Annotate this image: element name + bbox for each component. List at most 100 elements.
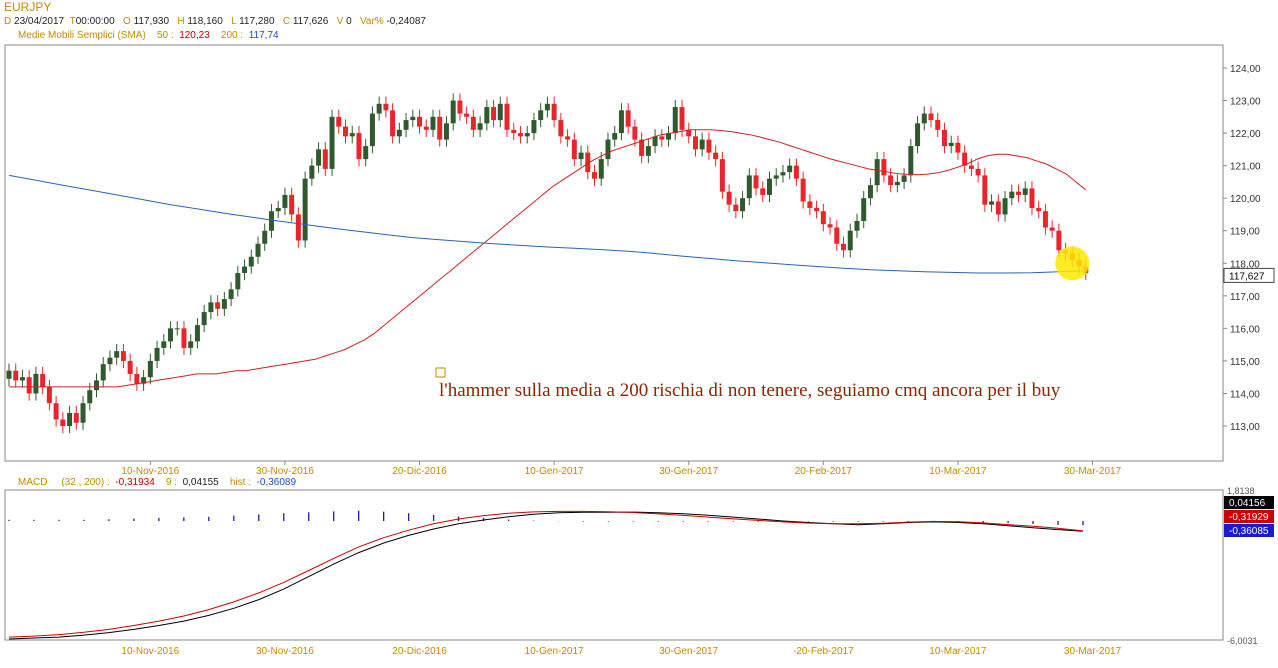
price-x-tick-label: 20-Feb-2017 [795,466,853,477]
low-value: 117,280 [239,16,275,27]
hist-label: hist [229,477,246,488]
open-key: O [123,16,131,27]
candle-body [161,341,167,348]
candle-body [295,214,301,241]
candle-body [228,289,234,300]
candle-body [686,129,692,137]
price-x-tick-label: 20-Dic-2016 [392,466,447,477]
candle-body [262,230,268,244]
candle-body [612,133,618,140]
candle-body [1049,227,1055,231]
price-y-tick-label: 118,00 [1230,259,1260,270]
candle-body [322,149,328,169]
macd-value-label: 0,04156 [1229,498,1266,509]
low-key: L [231,16,237,27]
candle-body [464,113,470,117]
candle-body [538,110,544,121]
price-y-tick-label: 113,00 [1230,422,1260,433]
candle-body [235,273,241,290]
macd-panel-frame [4,489,1224,641]
time-value: 00:00:00 [75,16,115,27]
candle-body [147,360,153,378]
candle-body [437,116,443,140]
macd-y-axis: 1,8138 -6,0031 0,04156 -0,31929 -0,36085 [1224,486,1274,646]
candle-body [605,139,611,160]
candle-body [517,133,523,137]
macd-x-tick-label: -20-Feb-2017 [793,646,854,657]
price-x-tick-label: 30-Mar-2017 [1064,466,1122,477]
candle-body [726,191,732,205]
candle-body [679,107,685,130]
candle-body [67,412,73,426]
last-price-box [1223,267,1275,283]
candle-body [13,370,19,381]
candle-body [632,126,638,140]
candle-body [174,328,180,330]
candle-body [800,178,806,202]
candle-body [430,116,436,130]
candle-body [867,185,873,199]
candle-body [349,133,355,137]
candle-body [410,116,416,121]
candle-body [558,120,564,137]
candle-body [968,165,974,169]
candle-body [356,133,362,160]
candle-body [6,370,12,379]
candle-body [470,116,476,130]
var-value: -0,24087 [386,16,426,27]
candle-body [820,211,826,225]
sma50-value: 120,23 [179,30,210,41]
candle-body [955,142,961,153]
candle-body [80,403,86,423]
candle-body [511,129,517,134]
sma-legend: Medie Mobili Semplici (SMA) 50 : 120,23 … [18,30,279,41]
candle-body [807,201,813,208]
candle-body [773,175,779,179]
ohlc-readout: D 23/04/2017 T00:00:00 O 117,930 H 118,1… [4,16,426,27]
macd-label: MACD [18,477,48,488]
macd-value-label: -0,31929 [1229,512,1269,523]
price-x-tick-label: 10-Nov-2016 [121,466,179,477]
var-key: Var% [359,16,384,27]
macd-value-box [1224,510,1274,523]
candle-body [874,159,880,186]
candle-body [383,103,389,111]
candle-body [645,146,651,156]
candle-body [585,152,591,173]
candle-body [652,136,658,147]
candle-body [666,133,672,140]
price-y-tick-label: 122,00 [1230,129,1261,140]
candle-body [417,116,423,127]
candle-body [531,120,537,134]
symbol-title: EURJPY [4,0,52,14]
candle-body [544,103,550,111]
candle-body [639,139,645,156]
annotation-anchor[interactable] [435,367,446,378]
candle-body [114,351,120,358]
price-y-tick-label: 115,00 [1230,357,1260,368]
candle-body [100,364,106,381]
candle-body [221,299,227,309]
price-y-axis: 124,00 123,00 122,00 121,00 120,00 119,00 118,… [1223,64,1261,433]
candle-body [713,152,719,160]
candle-body [894,181,900,186]
candle-body [841,243,847,251]
candle-body [995,201,1001,215]
close-value: 117,626 [292,16,329,27]
candle-body [962,152,968,166]
candle-body [598,159,604,179]
last-price-marker[interactable]: 117,627 [1223,267,1275,283]
candle-body [1022,188,1028,195]
sma50-period: 50 [156,30,169,41]
candle-body [53,403,59,420]
price-y-tick-label: 119,00 [1230,227,1260,238]
candle-body [814,207,820,212]
candle-body [740,198,746,212]
candle-body [753,175,759,189]
candle-body [699,139,705,150]
macd-y-tick-label: -6,0031 [1227,636,1258,646]
sma-legend-label: Medie Mobili Semplici (SMA) [18,30,146,41]
candle-body [908,146,914,176]
candle-body [787,165,793,173]
candle-body [504,103,510,130]
